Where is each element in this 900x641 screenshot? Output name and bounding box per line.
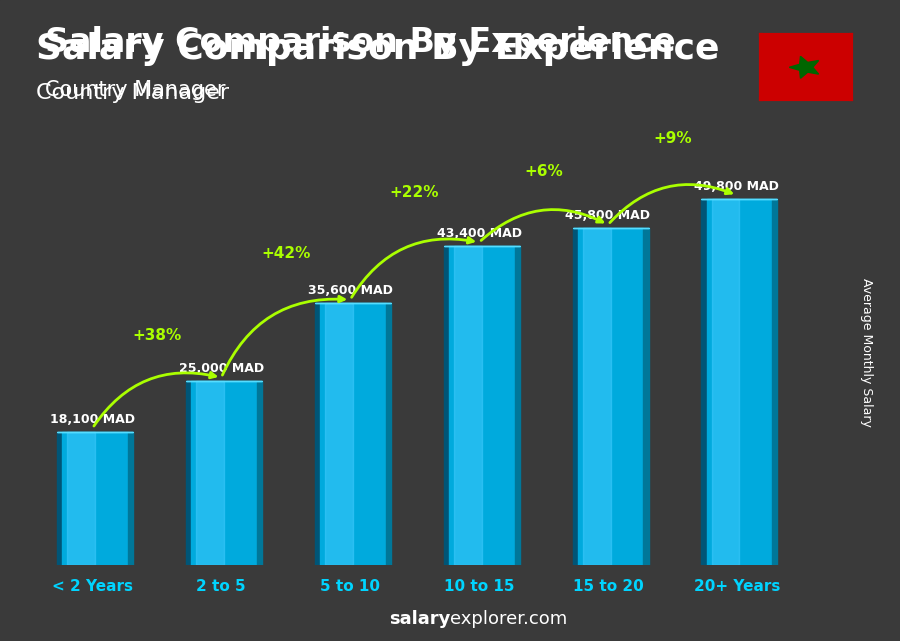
Polygon shape	[515, 246, 519, 565]
Bar	[68, 432, 94, 565]
Polygon shape	[128, 432, 133, 565]
Polygon shape	[644, 228, 649, 565]
Text: 43,400 MAD: 43,400 MAD	[436, 227, 522, 240]
Text: 49,800 MAD: 49,800 MAD	[695, 180, 779, 193]
Polygon shape	[701, 199, 706, 565]
Text: 35,600 MAD: 35,600 MAD	[308, 285, 392, 297]
Text: +22%: +22%	[390, 185, 439, 201]
Text: 45,800 MAD: 45,800 MAD	[565, 210, 651, 222]
Text: +6%: +6%	[524, 164, 562, 179]
Bar	[712, 199, 740, 565]
Bar	[454, 246, 482, 565]
Text: Country Manager: Country Manager	[45, 80, 226, 100]
Polygon shape	[385, 303, 391, 565]
Polygon shape	[789, 56, 819, 78]
Text: explorer.com: explorer.com	[450, 610, 567, 628]
Bar	[449, 246, 515, 565]
Text: 25,000 MAD: 25,000 MAD	[179, 362, 264, 376]
Text: +42%: +42%	[261, 246, 310, 262]
Text: Average Monthly Salary: Average Monthly Salary	[860, 278, 873, 427]
Polygon shape	[572, 228, 578, 565]
Polygon shape	[256, 381, 262, 565]
Polygon shape	[185, 381, 191, 565]
Bar	[320, 303, 385, 565]
Bar	[196, 381, 224, 565]
Bar	[583, 228, 610, 565]
Text: 18,100 MAD: 18,100 MAD	[50, 413, 135, 426]
Bar	[578, 228, 644, 565]
Text: Salary Comparison By Experience: Salary Comparison By Experience	[36, 32, 719, 66]
Bar	[325, 303, 353, 565]
Text: +38%: +38%	[132, 328, 182, 343]
Text: Salary Comparison By Experience: Salary Comparison By Experience	[45, 26, 676, 58]
Polygon shape	[444, 246, 449, 565]
Bar	[191, 381, 256, 565]
Bar	[706, 199, 772, 565]
Polygon shape	[57, 432, 62, 565]
Text: Country Manager: Country Manager	[36, 83, 230, 103]
Polygon shape	[315, 303, 320, 565]
Bar	[62, 432, 128, 565]
Text: salary: salary	[389, 610, 450, 628]
Polygon shape	[772, 199, 778, 565]
Text: +9%: +9%	[653, 131, 692, 146]
